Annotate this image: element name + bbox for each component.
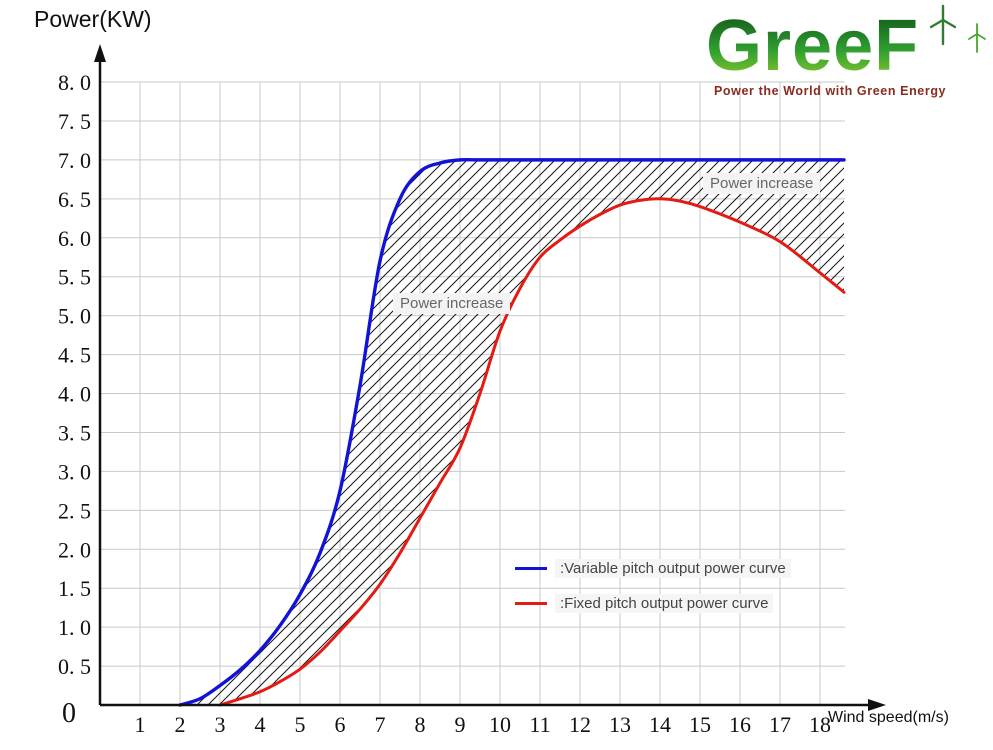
x-tick-label: 3: [215, 712, 226, 737]
wind-turbine-icon: [929, 4, 957, 46]
x-tick-label: 4: [255, 712, 266, 737]
y-axis-arrow-icon: [94, 44, 106, 62]
legend-item-variable-pitch: :Variable pitch output power curve: [515, 551, 791, 586]
y-tick-label: 6. 5: [58, 187, 91, 212]
x-tick-label: 15: [689, 712, 711, 737]
power-increase-hatch-region: [180, 159, 844, 705]
y-tick-label: 7. 0: [58, 148, 91, 173]
y-tick-label: 2. 0: [58, 537, 91, 562]
x-tick-label: 14: [649, 712, 671, 737]
x-axis-arrow-icon: [868, 699, 886, 711]
x-tick-label: 7: [375, 712, 386, 737]
fixed-pitch-line-swatch: [515, 602, 547, 605]
x-tick-label: 1: [135, 712, 146, 737]
y-tick-label: 3. 5: [58, 420, 91, 445]
logo-tagline: Power the World with Green Energy: [714, 84, 946, 98]
variable-pitch-line-swatch: [515, 567, 547, 570]
wind-turbine-icon-small: [968, 23, 986, 53]
y-tick-label: 1. 0: [58, 615, 91, 640]
legend-label: :Fixed pitch output power curve: [555, 594, 774, 613]
y-tick-label: 8. 0: [58, 70, 91, 95]
power-increase-label-top-right: Power increase: [703, 173, 821, 194]
x-tick-label: 12: [569, 712, 591, 737]
x-tick-label: 2: [175, 712, 186, 737]
power-increase-label-mid: Power increase: [393, 293, 511, 314]
y-tick-label: 6. 0: [58, 226, 91, 251]
y-tick-label: 0. 5: [58, 654, 91, 679]
greef-logo: GreeF Power the World with Green Energy: [692, 0, 992, 112]
y-tick-label: 5. 0: [58, 304, 91, 329]
x-tick-label: 16: [729, 712, 751, 737]
legend-label: :Variable pitch output power curve: [555, 559, 791, 578]
y-tick-label: 5. 5: [58, 265, 91, 290]
x-tick-label: 13: [609, 712, 631, 737]
x-tick-label: 17: [769, 712, 791, 737]
y-tick-label: 4. 0: [58, 382, 91, 407]
y-tick-label: 3. 0: [58, 459, 91, 484]
x-axis-title: Wind speed(m/s): [828, 709, 949, 726]
logo-text: GreeF: [706, 6, 919, 86]
y-tick-label: 7. 5: [58, 109, 91, 134]
x-tick-label: 11: [529, 712, 550, 737]
legend-item-fixed-pitch: :Fixed pitch output power curve: [515, 586, 791, 621]
x-tick-label: 18: [809, 712, 831, 737]
variable-pitch-power-curve: [178, 157, 846, 707]
fixed-pitch-power-curve: [218, 197, 846, 707]
y-tick-label: 4. 5: [58, 343, 91, 368]
legend: :Variable pitch output power curve :Fixe…: [515, 551, 791, 621]
y-tick-label: 2. 5: [58, 498, 91, 523]
y-tick-label: 1. 5: [58, 576, 91, 601]
x-tick-label: 10: [489, 712, 511, 737]
x-tick-label: 9: [455, 712, 466, 737]
x-tick-label: 8: [415, 712, 426, 737]
origin-zero-label: 0: [62, 698, 76, 729]
x-tick-label: 6: [335, 712, 346, 737]
x-tick-label: 5: [295, 712, 306, 737]
y-axis-title: Power(KW): [34, 6, 152, 32]
